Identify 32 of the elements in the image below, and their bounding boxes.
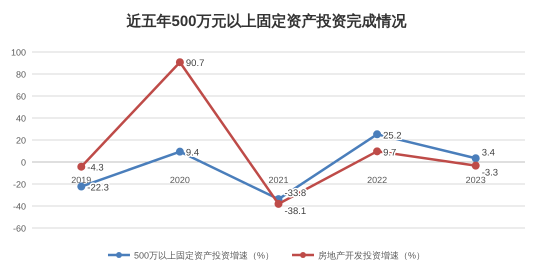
x-tick-label: 2022: [367, 175, 388, 185]
data-label: -38.1: [284, 206, 306, 217]
point: [373, 147, 382, 156]
point: [176, 58, 184, 66]
x-tick-label: 2019: [71, 175, 92, 185]
y-tick-label: 40: [16, 114, 26, 124]
data-label: 9.4: [186, 148, 200, 159]
point: [77, 162, 86, 171]
point: [373, 130, 382, 138]
legend-label: 500万以上固定资产投资增速（%）: [134, 250, 274, 260]
data-label: -22.3: [87, 182, 109, 194]
y-tick-label: -20: [12, 180, 26, 190]
point: [274, 200, 282, 208]
y-tick-label: 100: [10, 48, 26, 58]
data-label: 9.7: [383, 147, 396, 158]
legend-label: 房地产开发投资增速（%）: [318, 250, 426, 260]
y-tick-label: 80: [16, 70, 26, 80]
y-tick-label: -40: [12, 202, 26, 212]
point: [472, 154, 480, 162]
y-tick-label: 60: [16, 92, 26, 102]
data-label: 3.4: [482, 147, 495, 158]
point: [472, 162, 480, 170]
x-tick-label: 2020: [170, 175, 190, 185]
x-tick-label: 2023: [466, 175, 486, 185]
y-tick-label: -60: [12, 224, 26, 234]
chart-title: 近五年500万元以上固定资产投资完成情况: [125, 12, 408, 30]
point: [176, 148, 184, 156]
data-label: 90.7: [186, 58, 204, 70]
data-label: -4.3: [87, 162, 104, 174]
x-tick-label: 2021: [268, 175, 289, 185]
y-tick-label: 0: [20, 158, 26, 168]
y-tick-label: 20: [16, 136, 26, 146]
